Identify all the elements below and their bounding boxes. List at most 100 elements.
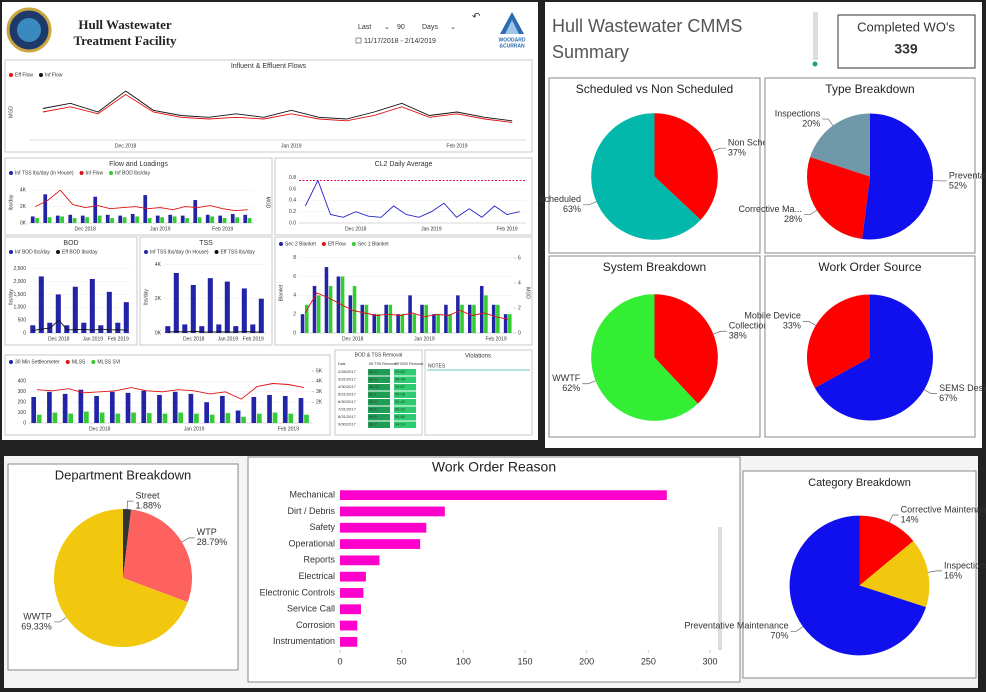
y-axis-label: lbs/day (8, 194, 14, 210)
date-range[interactable]: 11/17/2018 - 2/14/2019 (364, 38, 436, 45)
chart-title: Category Breakdown (808, 477, 911, 489)
bar (210, 216, 214, 223)
slice-label: WTP (197, 527, 217, 537)
bar (300, 314, 305, 333)
bar (340, 506, 445, 517)
line-series (42, 90, 513, 122)
table-panel (424, 349, 533, 436)
table-cell: 98.45 (395, 377, 406, 382)
bar (84, 411, 89, 423)
y-axis-label: lbs/day (143, 289, 149, 305)
chart-title: Work Order Source (818, 260, 921, 274)
date-filter[interactable]: Last ⌄ 90 Days ⌄ 11/17/2018 - 2/14/2019 (355, 24, 456, 45)
x-tick-label: 0 (337, 656, 342, 666)
bar (30, 216, 35, 223)
bar (222, 218, 227, 223)
x-tick-label: Jan 2019 (184, 426, 205, 432)
bar (78, 389, 84, 423)
bar (376, 314, 381, 333)
y2-axis-label: MGD (525, 287, 531, 299)
filter-count[interactable]: 90 (397, 24, 405, 31)
slice-label: Mobile Device (744, 311, 801, 321)
bar (62, 393, 68, 423)
bar (384, 304, 388, 333)
bar (72, 218, 77, 223)
bar (85, 217, 89, 223)
slice-value: 62% (562, 383, 580, 393)
x-tick-label: Feb 2019 (108, 336, 129, 342)
x-tick-label: Feb 2019 (446, 143, 467, 149)
y-tick-label: Mechanical (289, 490, 335, 500)
chart-title: Scheduled vs Non Scheduled (576, 82, 733, 96)
leader-line (181, 537, 195, 543)
calendar-icon[interactable] (355, 37, 362, 44)
bar (130, 213, 135, 223)
bar (340, 539, 421, 549)
cell-bg (368, 406, 390, 413)
legend-marker (321, 242, 326, 246)
bar (340, 604, 361, 615)
bar (93, 196, 98, 223)
y-tick-label: 0.8 (289, 175, 296, 181)
y-tick-label: 0.4 (289, 198, 296, 204)
bar (400, 314, 405, 333)
bar (328, 285, 333, 333)
bar (352, 285, 357, 333)
slice-value: 28.79% (197, 537, 228, 547)
bar (460, 304, 464, 333)
x-tick-label: 50 (397, 656, 407, 666)
bar (173, 273, 179, 333)
table-cell: 98.5 (369, 414, 378, 419)
bar (185, 218, 189, 223)
chevron[interactable]: ⌄ (450, 24, 456, 31)
leader-line (888, 514, 899, 523)
bar (324, 267, 329, 333)
line-series (35, 189, 248, 212)
bar (503, 314, 508, 333)
leader-line (924, 389, 938, 394)
y-tick-label: 100 (18, 410, 27, 416)
reset-icon[interactable]: ↶ (472, 12, 480, 23)
pie-slice (859, 515, 914, 586)
bar (479, 285, 484, 333)
bar (288, 413, 294, 423)
y-tick-label: 500 (18, 317, 27, 323)
line-series (42, 93, 513, 123)
bar (122, 217, 127, 223)
line-series (33, 319, 127, 331)
slice-value: 70% (770, 631, 788, 641)
x-tick-label: Dec 2018 (75, 226, 97, 232)
x-tick-label: Dec 2018 (48, 336, 70, 342)
bar (408, 295, 412, 333)
pie-slice (53, 509, 188, 648)
table-cell: 99.08 (395, 392, 406, 397)
table-cell: 3/31/2017 (338, 377, 357, 382)
bar (220, 395, 225, 423)
bar (216, 324, 222, 333)
x-tick-label: 250 (641, 656, 656, 666)
table-cell: 4/30/2017 (338, 384, 357, 389)
y-tick-label: 0 (23, 420, 26, 426)
legend-marker (214, 250, 219, 254)
bar (81, 322, 87, 333)
cell-bg (368, 421, 390, 428)
filter-mode[interactable]: Last (358, 24, 371, 31)
slice-label: Preventative Maintenance (684, 621, 788, 631)
slice-value: 37% (728, 148, 746, 158)
legend-label: Inf Flow (45, 72, 63, 78)
leader-line (928, 570, 943, 573)
chevron[interactable]: ⌄ (384, 24, 390, 31)
slice-value: 1.88% (136, 501, 162, 511)
y-tick-label: 2 (293, 312, 296, 318)
kpi-value: 339 (894, 41, 918, 57)
slice-value: 33% (783, 321, 801, 331)
x-tick-label: Feb 2019 (486, 336, 507, 342)
pie-slice (810, 113, 870, 177)
y-tick-label: 2K (20, 204, 27, 210)
slice-label: Scheduled (539, 194, 582, 204)
bar (178, 412, 184, 423)
y-tick-label: Operational (288, 538, 335, 548)
slice-label: WWTP (23, 611, 52, 621)
filter-unit[interactable]: Days (422, 24, 438, 31)
bar (316, 295, 321, 333)
